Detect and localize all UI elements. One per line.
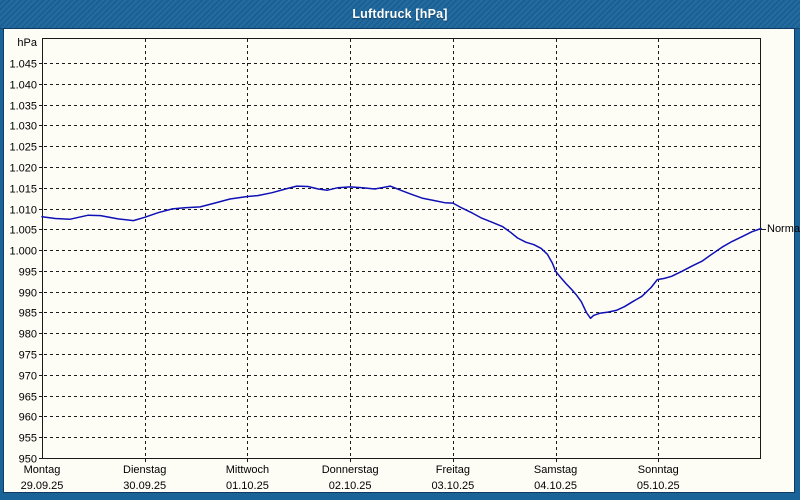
x-axis-day-label: Montag bbox=[24, 464, 61, 476]
y-axis-tick-label: 1.010 bbox=[9, 205, 37, 217]
y-axis-tick-label: 975 bbox=[19, 350, 37, 362]
x-axis-date-label: 29.09.25 bbox=[21, 480, 64, 492]
y-axis-tick-label: 1.035 bbox=[9, 101, 37, 113]
y-axis-tick-label: 1.040 bbox=[9, 80, 37, 92]
x-axis-date-label: 03.10.25 bbox=[431, 480, 474, 492]
x-axis-day-label: Freitag bbox=[436, 464, 470, 476]
y-axis-tick-label: 985 bbox=[19, 308, 37, 320]
y-axis-tick-label: 1.045 bbox=[9, 59, 37, 71]
y-axis-tick-label: 1.015 bbox=[9, 184, 37, 196]
plot-frame bbox=[42, 38, 761, 459]
x-axis-day-label: Dienstag bbox=[123, 464, 166, 476]
x-axis-date-label: 01.10.25 bbox=[226, 480, 269, 492]
x-axis-day-label: Mittwoch bbox=[226, 464, 269, 476]
normal-pressure-label: Normal bbox=[767, 222, 800, 235]
y-axis-tick-label: 1.025 bbox=[9, 142, 37, 154]
x-axis-day-label: Donnerstag bbox=[322, 464, 379, 476]
window-title: Luftdruck [hPa] bbox=[352, 7, 448, 21]
y-axis-tick-label: 965 bbox=[19, 392, 37, 404]
y-axis-tick-label: 1.020 bbox=[9, 163, 37, 175]
y-axis-tick-label: 970 bbox=[19, 371, 37, 383]
window-title-bar: Luftdruck [hPa] bbox=[0, 0, 800, 29]
y-axis-tick-label: 955 bbox=[19, 433, 37, 445]
x-axis-day-label: Samstag bbox=[534, 464, 577, 476]
y-axis-tick-label: 995 bbox=[19, 267, 37, 279]
y-axis-tick-label: 950 bbox=[19, 454, 37, 466]
x-axis-date-label: 02.10.25 bbox=[329, 480, 372, 492]
pressure-line bbox=[41, 185, 762, 320]
x-axis-date-label: 04.10.25 bbox=[534, 480, 577, 492]
y-axis-unit-label: hPa bbox=[17, 37, 37, 49]
x-axis-date-label: 05.10.25 bbox=[637, 480, 680, 492]
x-axis-day-label: Sonntag bbox=[638, 464, 679, 476]
y-axis-tick-label: 1.030 bbox=[9, 121, 37, 133]
y-axis-tick-label: 980 bbox=[19, 329, 37, 341]
y-axis-tick-label: 990 bbox=[19, 288, 37, 300]
y-axis-tick-label: 1.000 bbox=[9, 246, 37, 258]
y-axis-tick-label: 960 bbox=[19, 412, 37, 424]
y-axis-tick-label: 1.005 bbox=[9, 225, 37, 237]
x-axis-date-label: 30.09.25 bbox=[123, 480, 166, 492]
